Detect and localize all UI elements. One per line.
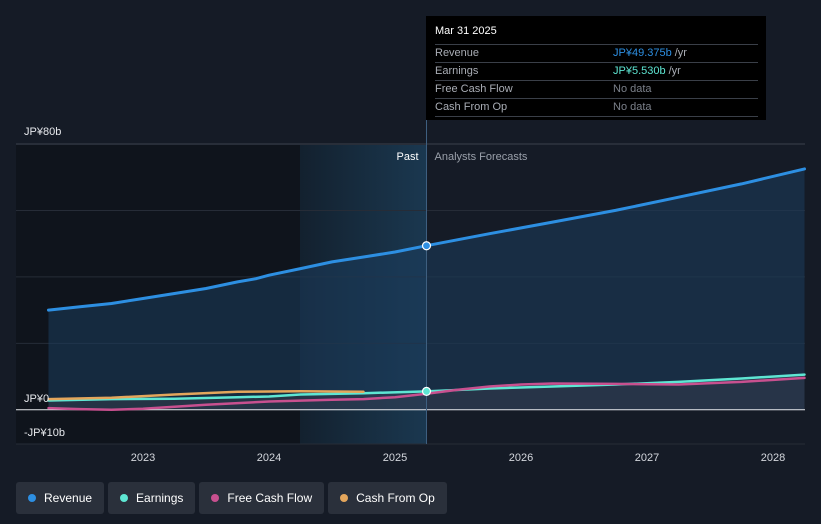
tooltip-row-free-cash-flow: Free Cash Flow No data bbox=[435, 81, 758, 99]
y-tick-label: -JP¥10b bbox=[24, 427, 65, 439]
tooltip-row-unit: /yr bbox=[668, 65, 681, 77]
tooltip-row-value: JP¥49.375b bbox=[613, 47, 672, 59]
y-axis-labels: JP¥80b JP¥0 -JP¥10b bbox=[24, 126, 65, 439]
tooltip-row-value: No data bbox=[613, 101, 652, 113]
past-label: Past bbox=[396, 151, 418, 163]
x-tick-label: 2025 bbox=[383, 452, 407, 464]
x-tick-label: 2026 bbox=[509, 452, 533, 464]
tooltip-row-earnings: Earnings JP¥5.530b /yr bbox=[435, 63, 758, 81]
tooltip-row-revenue: Revenue JP¥49.375b /yr bbox=[435, 45, 758, 63]
y-tick-label: JP¥80b bbox=[24, 126, 61, 138]
revenue-marker bbox=[421, 241, 432, 251]
legend-item-revenue[interactable]: Revenue bbox=[16, 482, 105, 514]
y-tick-label: JP¥0 bbox=[24, 393, 49, 405]
legend-item-earnings[interactable]: Earnings bbox=[108, 482, 196, 514]
cash-from-op-line bbox=[47, 389, 365, 401]
tooltip-row-label: Free Cash Flow bbox=[435, 83, 513, 95]
legend-label: Revenue bbox=[44, 491, 93, 505]
legend-label: Earnings bbox=[136, 491, 184, 505]
tooltip: Mar 31 2025 Revenue JP¥49.375b /yr Earni… bbox=[426, 16, 766, 120]
tooltip-date: Mar 31 2025 bbox=[435, 24, 758, 45]
tooltip-row-label: Cash From Op bbox=[435, 101, 508, 113]
tooltip-row-unit: /yr bbox=[674, 47, 687, 59]
legend-item-free-cash-flow[interactable]: Free Cash Flow bbox=[199, 482, 325, 514]
x-tick-label: 2027 bbox=[635, 452, 659, 464]
tooltip-row-cash-from-op: Cash From Op No data bbox=[435, 99, 758, 117]
earnings-line bbox=[47, 373, 806, 402]
legend-dot-icon bbox=[120, 494, 129, 502]
tooltip-row-value: JP¥5.530b bbox=[613, 65, 666, 77]
legend: Revenue Earnings Free Cash Flow Cash Fro… bbox=[16, 482, 447, 514]
revenue-line bbox=[47, 167, 806, 312]
forecast-label: Analysts Forecasts bbox=[435, 151, 528, 163]
hover-markers bbox=[421, 241, 432, 397]
free-cash-flow-line bbox=[47, 376, 806, 412]
legend-dot-icon bbox=[211, 494, 220, 502]
tooltip-row-value: No data bbox=[613, 83, 652, 95]
legend-label: Free Cash Flow bbox=[227, 491, 313, 505]
tooltip-row-label: Earnings bbox=[435, 65, 479, 77]
legend-item-cash-from-op[interactable]: Cash From Op bbox=[328, 482, 447, 514]
legend-dot-icon bbox=[340, 494, 349, 502]
x-axis-labels: 2023 2024 2025 2026 2027 2028 bbox=[131, 452, 785, 464]
legend-label: Cash From Op bbox=[356, 491, 435, 505]
series-lines bbox=[47, 167, 806, 412]
earnings-marker bbox=[421, 386, 432, 397]
x-tick-label: 2028 bbox=[761, 452, 785, 464]
x-tick-label: 2024 bbox=[257, 452, 281, 464]
tooltip-row-label: Revenue bbox=[435, 47, 480, 59]
legend-dot-icon bbox=[28, 494, 36, 502]
x-tick-label: 2023 bbox=[131, 452, 155, 464]
